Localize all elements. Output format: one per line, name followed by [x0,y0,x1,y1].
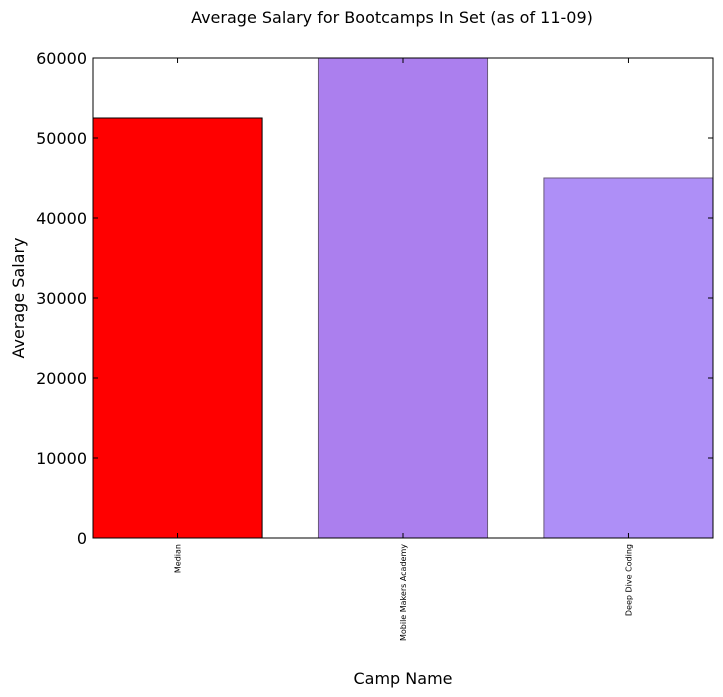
y-axis: 0 10000 20000 30000 40000 50000 60000 [36,49,713,548]
chart-title: Average Salary for Bootcamps In Set (as … [191,8,593,27]
x-axis: Median Mobile Makers Academy Deep Dive Cod… [174,58,633,641]
plot-area [92,57,714,539]
y-tick-label: 60000 [36,49,87,68]
x-tick-label: Deep Dive Coding [624,544,633,616]
y-axis-label: Average Salary [9,237,28,358]
y-tick-label: 20000 [36,369,87,388]
y-tick-label: 0 [77,529,87,548]
y-tick-label: 50000 [36,129,87,148]
x-axis-label: Camp Name [353,669,452,688]
y-tick-label: 40000 [36,209,87,228]
y-tick-label: 10000 [36,449,87,468]
bar-deep-dive-coding [543,177,714,539]
y-tick-label: 30000 [36,289,87,308]
bar-mobile-makers-academy [317,57,489,539]
x-tick-label: Mobile Makers Academy [399,544,408,641]
bar-median [92,117,263,539]
x-tick-label: Median [174,544,183,573]
